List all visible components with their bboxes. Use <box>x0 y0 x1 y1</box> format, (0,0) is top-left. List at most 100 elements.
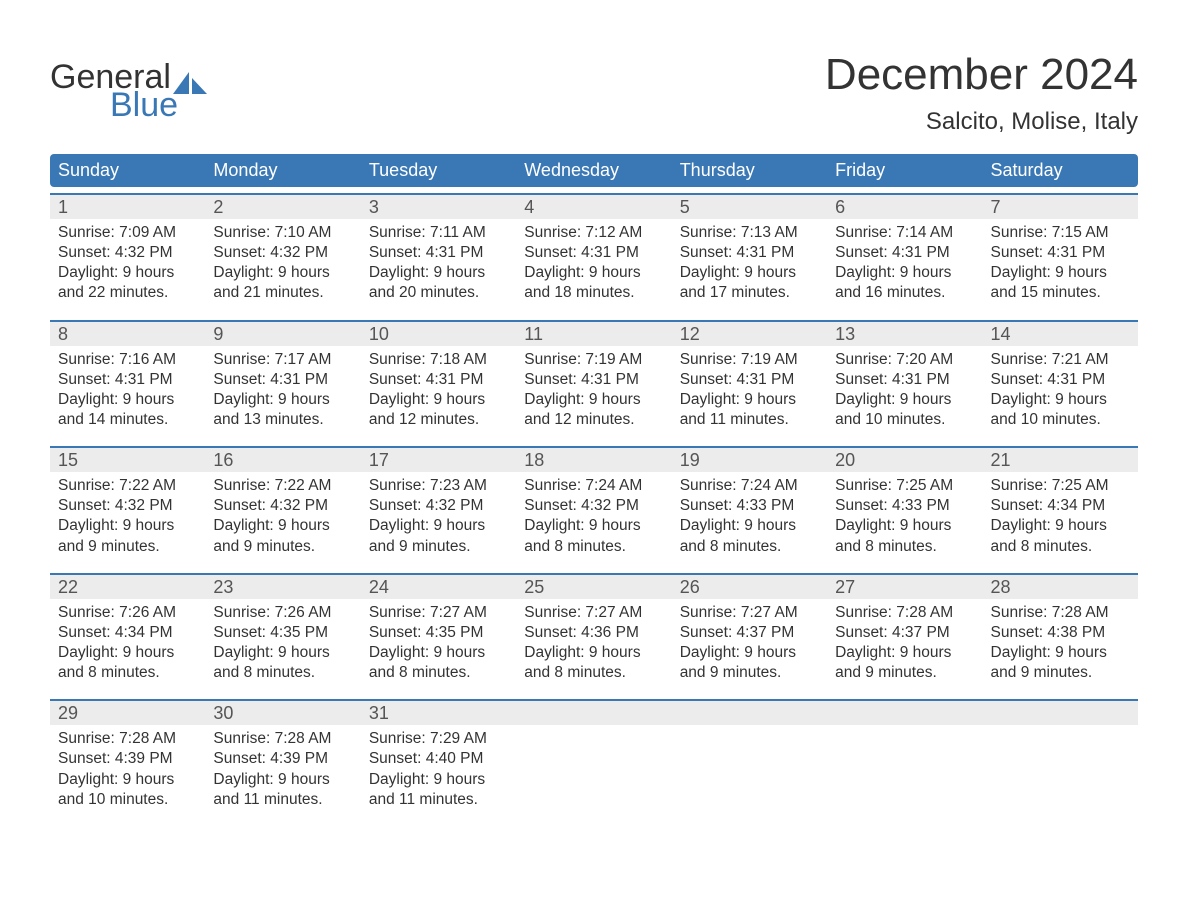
calendar-day: 4Sunrise: 7:12 AMSunset: 4:31 PMDaylight… <box>516 195 671 310</box>
day-d2: and 22 minutes. <box>58 283 197 303</box>
day-sunset: Sunset: 4:31 PM <box>213 370 352 390</box>
calendar-day: 31Sunrise: 7:29 AMSunset: 4:40 PMDayligh… <box>361 701 516 816</box>
calendar-day: 26Sunrise: 7:27 AMSunset: 4:37 PMDayligh… <box>672 575 827 690</box>
day-d2: and 21 minutes. <box>213 283 352 303</box>
day-sunrise: Sunrise: 7:13 AM <box>680 223 819 243</box>
day-sunrise: Sunrise: 7:16 AM <box>58 350 197 370</box>
dow-cell: Monday <box>205 154 360 187</box>
day-sunset: Sunset: 4:36 PM <box>524 623 663 643</box>
day-d2: and 10 minutes. <box>991 410 1130 430</box>
day-d1: Daylight: 9 hours <box>680 643 819 663</box>
day-body: Sunrise: 7:16 AMSunset: 4:31 PMDaylight:… <box>50 346 205 437</box>
day-d1: Daylight: 9 hours <box>58 516 197 536</box>
day-sunset: Sunset: 4:34 PM <box>991 496 1130 516</box>
day-sunrise: Sunrise: 7:27 AM <box>524 603 663 623</box>
day-body: Sunrise: 7:27 AMSunset: 4:37 PMDaylight:… <box>672 599 827 690</box>
day-sunset: Sunset: 4:34 PM <box>58 623 197 643</box>
day-sunset: Sunset: 4:37 PM <box>680 623 819 643</box>
day-number: 6 <box>827 195 982 219</box>
dow-cell: Tuesday <box>361 154 516 187</box>
calendar-day: 24Sunrise: 7:27 AMSunset: 4:35 PMDayligh… <box>361 575 516 690</box>
day-sunrise: Sunrise: 7:29 AM <box>369 729 508 749</box>
day-sunrise: Sunrise: 7:17 AM <box>213 350 352 370</box>
day-number: 1 <box>50 195 205 219</box>
day-body: Sunrise: 7:19 AMSunset: 4:31 PMDaylight:… <box>672 346 827 437</box>
header: General Blue December 2024 Salcito, Moli… <box>50 50 1138 136</box>
day-d1: Daylight: 9 hours <box>991 516 1130 536</box>
calendar: SundayMondayTuesdayWednesdayThursdayFrid… <box>50 154 1138 816</box>
calendar-day: 29Sunrise: 7:28 AMSunset: 4:39 PMDayligh… <box>50 701 205 816</box>
day-d1: Daylight: 9 hours <box>524 390 663 410</box>
day-d1: Daylight: 9 hours <box>524 643 663 663</box>
day-number: 4 <box>516 195 671 219</box>
calendar-day: 15Sunrise: 7:22 AMSunset: 4:32 PMDayligh… <box>50 448 205 563</box>
day-number: 2 <box>205 195 360 219</box>
day-sunrise: Sunrise: 7:27 AM <box>369 603 508 623</box>
day-sunset: Sunset: 4:31 PM <box>680 243 819 263</box>
day-number: 16 <box>205 448 360 472</box>
day-body: Sunrise: 7:15 AMSunset: 4:31 PMDaylight:… <box>983 219 1138 310</box>
day-d1: Daylight: 9 hours <box>524 263 663 283</box>
day-d2: and 18 minutes. <box>524 283 663 303</box>
dow-cell: Thursday <box>672 154 827 187</box>
day-sunset: Sunset: 4:32 PM <box>58 243 197 263</box>
day-sunset: Sunset: 4:35 PM <box>213 623 352 643</box>
day-body: Sunrise: 7:27 AMSunset: 4:35 PMDaylight:… <box>361 599 516 690</box>
day-sunset: Sunset: 4:39 PM <box>213 749 352 769</box>
day-sunrise: Sunrise: 7:12 AM <box>524 223 663 243</box>
day-number <box>516 701 671 725</box>
day-sunset: Sunset: 4:31 PM <box>991 243 1130 263</box>
calendar-day <box>672 701 827 816</box>
calendar-day: 18Sunrise: 7:24 AMSunset: 4:32 PMDayligh… <box>516 448 671 563</box>
calendar-day: 21Sunrise: 7:25 AMSunset: 4:34 PMDayligh… <box>983 448 1138 563</box>
day-d1: Daylight: 9 hours <box>524 516 663 536</box>
day-number: 3 <box>361 195 516 219</box>
day-body: Sunrise: 7:23 AMSunset: 4:32 PMDaylight:… <box>361 472 516 563</box>
day-body: Sunrise: 7:26 AMSunset: 4:34 PMDaylight:… <box>50 599 205 690</box>
calendar-day: 12Sunrise: 7:19 AMSunset: 4:31 PMDayligh… <box>672 322 827 437</box>
day-sunset: Sunset: 4:32 PM <box>369 496 508 516</box>
day-d2: and 10 minutes. <box>835 410 974 430</box>
day-sunrise: Sunrise: 7:14 AM <box>835 223 974 243</box>
day-number: 7 <box>983 195 1138 219</box>
calendar-day: 25Sunrise: 7:27 AMSunset: 4:36 PMDayligh… <box>516 575 671 690</box>
day-d2: and 12 minutes. <box>524 410 663 430</box>
day-sunset: Sunset: 4:33 PM <box>680 496 819 516</box>
title-block: December 2024 Salcito, Molise, Italy <box>825 50 1138 136</box>
day-sunrise: Sunrise: 7:20 AM <box>835 350 974 370</box>
day-sunset: Sunset: 4:35 PM <box>369 623 508 643</box>
day-number: 14 <box>983 322 1138 346</box>
day-number: 23 <box>205 575 360 599</box>
day-d2: and 8 minutes. <box>680 537 819 557</box>
day-sunset: Sunset: 4:31 PM <box>369 370 508 390</box>
calendar-day: 23Sunrise: 7:26 AMSunset: 4:35 PMDayligh… <box>205 575 360 690</box>
day-sunset: Sunset: 4:32 PM <box>213 243 352 263</box>
day-sunset: Sunset: 4:31 PM <box>680 370 819 390</box>
day-sunset: Sunset: 4:32 PM <box>524 496 663 516</box>
day-sunset: Sunset: 4:31 PM <box>991 370 1130 390</box>
day-number: 11 <box>516 322 671 346</box>
day-d1: Daylight: 9 hours <box>835 390 974 410</box>
day-d2: and 9 minutes. <box>835 663 974 683</box>
day-number: 13 <box>827 322 982 346</box>
day-d2: and 9 minutes. <box>213 537 352 557</box>
day-sunset: Sunset: 4:31 PM <box>369 243 508 263</box>
dow-cell: Saturday <box>983 154 1138 187</box>
day-body: Sunrise: 7:25 AMSunset: 4:34 PMDaylight:… <box>983 472 1138 563</box>
day-d1: Daylight: 9 hours <box>369 516 508 536</box>
day-number: 30 <box>205 701 360 725</box>
day-sunrise: Sunrise: 7:22 AM <box>213 476 352 496</box>
day-body: Sunrise: 7:17 AMSunset: 4:31 PMDaylight:… <box>205 346 360 437</box>
calendar-day: 3Sunrise: 7:11 AMSunset: 4:31 PMDaylight… <box>361 195 516 310</box>
day-number: 27 <box>827 575 982 599</box>
dow-cell: Friday <box>827 154 982 187</box>
day-d2: and 8 minutes. <box>524 663 663 683</box>
day-number <box>672 701 827 725</box>
day-d2: and 10 minutes. <box>58 790 197 810</box>
day-number: 9 <box>205 322 360 346</box>
calendar-day: 16Sunrise: 7:22 AMSunset: 4:32 PMDayligh… <box>205 448 360 563</box>
day-number: 12 <box>672 322 827 346</box>
day-d1: Daylight: 9 hours <box>369 390 508 410</box>
day-sunset: Sunset: 4:38 PM <box>991 623 1130 643</box>
calendar-week: 1Sunrise: 7:09 AMSunset: 4:32 PMDaylight… <box>50 193 1138 310</box>
